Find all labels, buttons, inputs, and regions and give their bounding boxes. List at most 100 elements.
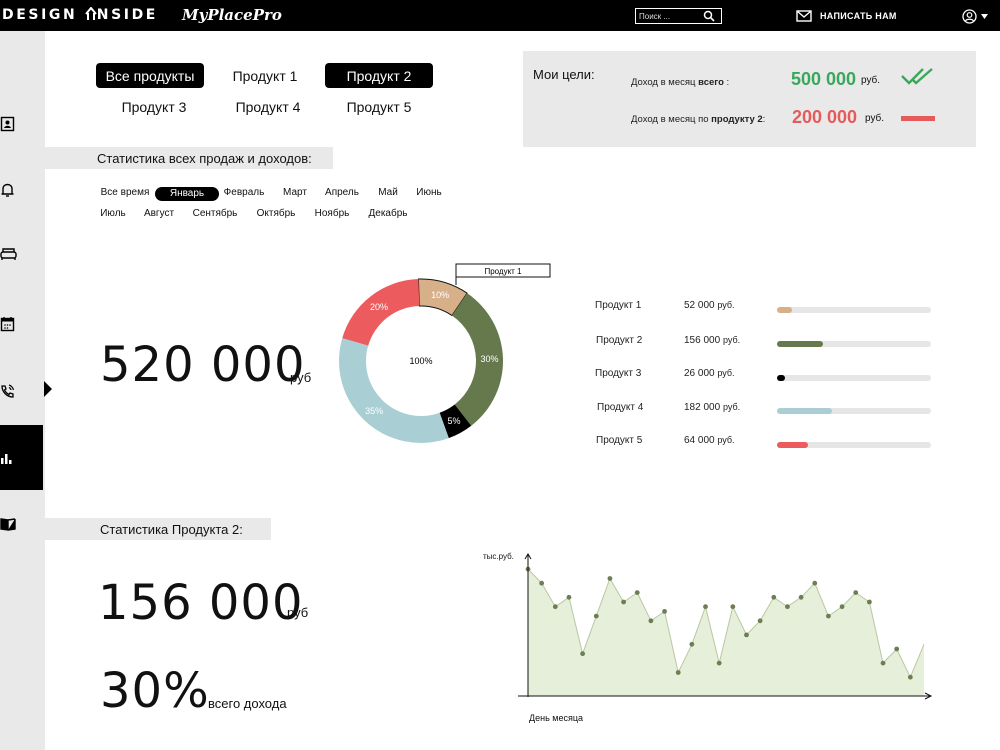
tab-product-2[interactable]: Продукт 2 [325,63,433,88]
area-chart-point [730,604,736,610]
month-january[interactable]: Январь [155,187,219,201]
area-chart-point [785,604,790,610]
goal-value-product2: 200 000 [792,107,858,127]
goals-panel: Мои цели: Доход в месяц всего : 500 000 … [523,51,976,147]
tab-product-4[interactable]: Продукт 4 [235,98,301,115]
area-chart-point [703,604,708,610]
brand-name[interactable]: MyPlacePro [182,6,282,24]
area-chart-y-arrow [524,553,532,560]
sidebar-item-furniture[interactable] [0,221,43,286]
donut-slice[interactable] [339,338,449,443]
month-october[interactable]: Октябрь [256,208,296,219]
sidebar-item-calls[interactable] [0,358,43,423]
area-chart-point [826,613,831,619]
month-december[interactable]: Декабрь [368,208,408,219]
search-icon[interactable] [703,10,715,22]
donut-slice-label: 30% [480,354,498,364]
area-chart-fill [528,569,924,696]
area-chart-point [866,599,872,605]
donut-slice-label: 10% [431,290,449,300]
logo-text-right: NSIDE [96,7,158,23]
product-list-unit: руб. [722,335,741,345]
month-november[interactable]: Ноябрь [314,208,350,219]
tab-product-5[interactable]: Продукт 5 [346,98,412,115]
sidebar-expand-arrow[interactable] [44,381,52,397]
contact-button[interactable]: НАПИСАТЬ НАМ [796,9,897,23]
product-list-unit: руб. [722,402,741,412]
area-chart-point [798,594,804,600]
area-chart-point [539,580,545,586]
area-chart-point [675,670,681,675]
product-list-name: Продукт 3 [595,368,642,379]
month-march[interactable]: Март [283,187,307,198]
sales-section-title: Статистика всех продаж и доходов: [45,147,333,169]
product2-percent: 30% [100,663,210,719]
product-list-value: 26 000 руб. [684,368,735,379]
area-chart [518,553,933,700]
tab-product-1[interactable]: Продукт 1 [232,67,298,84]
area-chart-point [662,609,667,614]
area-chart-point [853,590,859,595]
product-share-bar-fill [777,341,824,347]
month-september[interactable]: Сентябрь [192,208,238,219]
month-february[interactable]: Февраль [223,187,265,198]
search-input[interactable] [639,10,699,22]
product-list-amount: 64 000 [684,435,715,446]
area-chart-point [757,618,763,624]
area-chart-point [771,594,777,600]
product-list-value: 182 000 руб. [684,402,740,413]
area-chart-point [634,590,640,595]
total-revenue-unit: руб [290,370,312,385]
book-icon [0,517,16,531]
product-share-bar-fill [777,408,833,414]
month-all-time[interactable]: Все время [100,187,150,198]
product2-revenue-unit: руб [287,605,309,620]
product-list-value: 64 000 руб. [684,435,735,446]
donut-slice[interactable] [451,293,503,426]
user-menu[interactable] [962,8,990,24]
month-july[interactable]: Июль [100,208,126,219]
product2-percent-label: всего дохода [208,696,287,711]
logo[interactable]: DESIGN NSIDE [2,7,158,23]
search-box[interactable] [635,8,722,24]
product-share-bar-fill [777,375,785,381]
bell-icon [1,183,14,197]
area-chart-point [812,580,818,586]
month-april[interactable]: Апрель [325,187,359,198]
sidebar-item-contacts[interactable] [0,91,43,156]
area-chart-point [621,599,626,605]
product-list-unit: руб. [717,300,735,310]
donut-slice[interactable] [342,279,420,346]
month-august[interactable]: Август [143,208,175,219]
sidebar-item-catalog[interactable] [0,491,43,556]
top-bar: DESIGN NSIDE MyPlacePro НАПИСАТЬ НАМ [0,0,1000,31]
area-chart-point [552,604,558,610]
sidebar-item-statistics[interactable] [0,425,43,490]
product-share-bar [777,375,931,381]
month-may[interactable]: Май [378,187,398,198]
donut-tooltip-box [455,263,551,278]
product-list-name: Продукт 2 [596,335,643,346]
sidebar-item-calendar[interactable] [0,291,43,356]
goal-unit-total: руб. [861,75,881,86]
donut-chart: 10% 30% 5% 35% 20% 100% Продукт 1 [339,263,551,443]
area-chart-x-arrow [924,692,933,700]
product2-revenue-value: 156 000 [98,575,304,631]
month-june[interactable]: Июнь [416,187,442,198]
tab-product-3[interactable]: Продукт 3 [121,98,187,115]
sidebar-item-notifications[interactable] [0,157,43,222]
area-chart-point [880,660,886,666]
product-list-amount: 182 000 [684,402,721,413]
donut-slice-label: 35% [365,406,383,416]
tab-all-products[interactable]: Все продукты [96,63,204,88]
donut-slice[interactable] [439,404,472,439]
product-list-name: Продукт 1 [595,300,642,311]
area-chart-point [607,576,613,581]
product-list-value: 156 000 руб. [684,335,740,346]
area-chart-point [839,604,845,610]
phone-icon [1,383,15,398]
logo-text-left: DESIGN [2,7,85,23]
sofa-icon [0,247,17,260]
goal-value-total: 500 000 [791,69,857,89]
user-circle-icon [962,8,977,24]
